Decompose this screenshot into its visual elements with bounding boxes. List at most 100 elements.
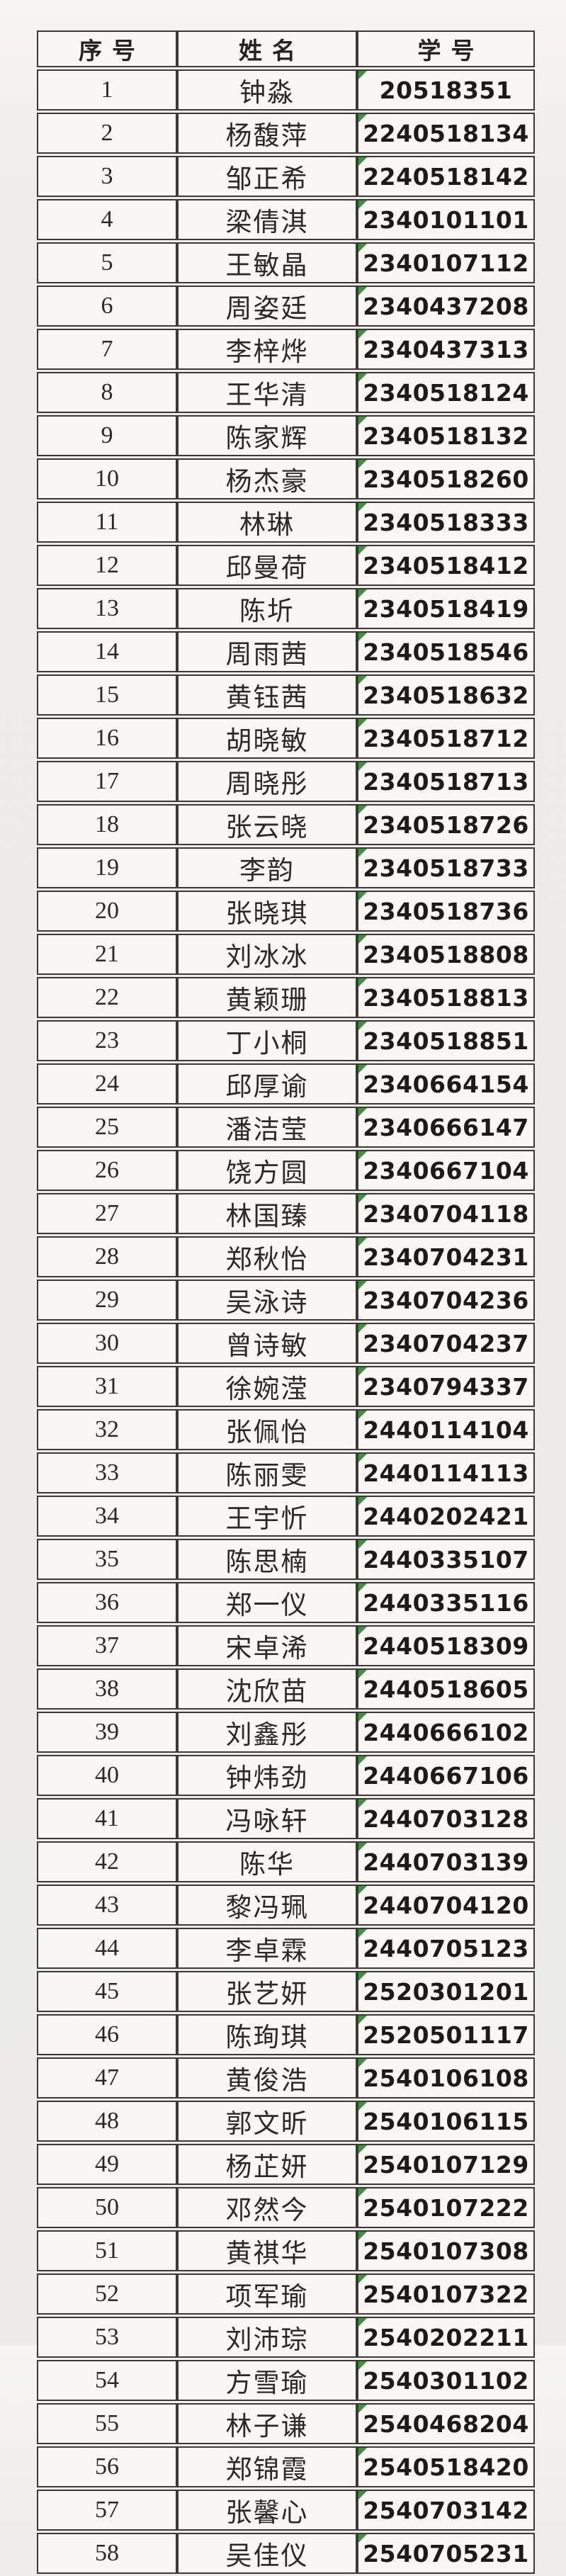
number-stored-as-text-indicator-icon xyxy=(358,1497,367,1506)
cell-name: 周姿廷 xyxy=(177,286,357,327)
table-row: 34 王宇忻 2440202421 xyxy=(37,1496,535,1537)
cell-student-id: 2440666102 xyxy=(357,1712,535,1753)
cell-index: 9 xyxy=(37,415,177,456)
cell-index: 37 xyxy=(37,1625,177,1666)
student-id-value: 2520501117 xyxy=(363,2021,529,2049)
cell-student-id: 2540468204 xyxy=(357,2403,535,2444)
cell-student-id: 2440667106 xyxy=(357,1755,535,1796)
table-row: 10 杨杰豪 2340518260 xyxy=(37,458,535,499)
number-stored-as-text-indicator-icon xyxy=(358,2102,367,2111)
column-header-student-id: 学号 xyxy=(357,30,535,67)
cell-name: 刘沛琮 xyxy=(177,2317,357,2358)
cell-name: 郭文昕 xyxy=(177,2101,357,2142)
number-stored-as-text-indicator-icon xyxy=(358,1929,367,1938)
cell-name: 郑锦霞 xyxy=(177,2446,357,2487)
cell-student-id: 2540107222 xyxy=(357,2187,535,2228)
cell-index: 8 xyxy=(37,372,177,413)
student-id-value: 2540107322 xyxy=(363,2280,529,2308)
student-id-value: 20518351 xyxy=(379,76,513,104)
cell-index: 30 xyxy=(37,1323,177,1364)
cell-student-id: 2340794337 xyxy=(357,1366,535,1407)
student-id-value: 2340518419 xyxy=(363,594,529,623)
cell-name: 沈欣苗 xyxy=(177,1668,357,1710)
cell-name: 黄颖珊 xyxy=(177,977,357,1018)
cell-index: 25 xyxy=(37,1107,177,1148)
number-stored-as-text-indicator-icon xyxy=(358,1756,367,1765)
cell-name: 陈思楠 xyxy=(177,1539,357,1580)
cell-student-id: 2440518309 xyxy=(357,1625,535,1666)
cell-student-id: 2340518713 xyxy=(357,761,535,802)
cell-student-id: 2340704231 xyxy=(357,1236,535,1277)
number-stored-as-text-indicator-icon xyxy=(358,71,367,79)
cell-index: 47 xyxy=(37,2057,177,2098)
student-id-value: 2340518726 xyxy=(363,810,529,839)
cell-index: 4 xyxy=(37,199,177,240)
student-id-value: 2340518712 xyxy=(363,724,529,752)
number-stored-as-text-indicator-icon xyxy=(358,287,367,295)
cell-name: 吴佳仪 xyxy=(177,2533,357,2574)
column-header-name: 姓名 xyxy=(177,30,357,67)
number-stored-as-text-indicator-icon xyxy=(358,1324,367,1333)
number-stored-as-text-indicator-icon xyxy=(358,244,367,252)
table-row: 45 张艺妍 2520301201 xyxy=(37,1971,535,2012)
table-row: 46 陈珣琪 2520501117 xyxy=(37,2014,535,2055)
table-row: 37 宋卓浠 2440518309 xyxy=(37,1625,535,1666)
table-row: 7 李梓烨 2340437313 xyxy=(37,329,535,370)
student-id-value: 2340518808 xyxy=(363,940,529,968)
cell-student-id: 20518351 xyxy=(357,69,535,111)
number-stored-as-text-indicator-icon xyxy=(358,546,367,555)
number-stored-as-text-indicator-icon xyxy=(358,849,367,857)
number-stored-as-text-indicator-icon xyxy=(358,806,367,814)
cell-index: 35 xyxy=(37,1539,177,1580)
table-row: 14 周雨茜 2340518546 xyxy=(37,631,535,672)
cell-student-id: 2340518333 xyxy=(357,502,535,543)
student-id-value: 2340101101 xyxy=(363,205,529,234)
student-id-value: 2540107129 xyxy=(363,2150,529,2179)
cell-name: 张佩怡 xyxy=(177,1409,357,1450)
cell-name: 陈华 xyxy=(177,1841,357,1882)
cell-student-id: 2440703128 xyxy=(357,1798,535,1839)
cell-name: 黄钰茜 xyxy=(177,674,357,716)
student-id-value: 2340437313 xyxy=(363,335,529,363)
student-id-value: 2340667104 xyxy=(363,1156,529,1185)
cell-student-id: 2440335107 xyxy=(357,1539,535,1580)
student-id-value: 2340794337 xyxy=(363,1372,529,1401)
cell-name: 张晓琪 xyxy=(177,891,357,932)
number-stored-as-text-indicator-icon xyxy=(358,1843,367,1851)
cell-student-id: 2340518412 xyxy=(357,545,535,586)
cell-name: 陈圻 xyxy=(177,588,357,629)
student-id-value: 2540468204 xyxy=(363,2410,529,2438)
cell-name: 徐婉滢 xyxy=(177,1366,357,1407)
cell-student-id: 2440202421 xyxy=(357,1496,535,1537)
table-row: 4 梁倩淇 2340101101 xyxy=(37,199,535,240)
cell-index: 44 xyxy=(37,1928,177,1969)
cell-name: 饶方圆 xyxy=(177,1150,357,1191)
cell-student-id: 2540106115 xyxy=(357,2101,535,2142)
cell-student-id: 2540202211 xyxy=(357,2317,535,2358)
cell-name: 陈丽雯 xyxy=(177,1452,357,1493)
cell-name: 李卓霖 xyxy=(177,1928,357,1969)
cell-student-id: 2440705123 xyxy=(357,1928,535,1969)
cell-index: 38 xyxy=(37,1668,177,1710)
cell-name: 钟炜劲 xyxy=(177,1755,357,1796)
cell-student-id: 2340666147 xyxy=(357,1107,535,1148)
table-row: 54 方雪瑜 2540301102 xyxy=(37,2360,535,2401)
student-id-value: 2340518813 xyxy=(363,983,529,1012)
student-id-value: 2540106115 xyxy=(363,2107,529,2135)
student-id-value: 2440335116 xyxy=(363,1588,529,1617)
table-row: 12 邱曼荷 2340518412 xyxy=(37,545,535,586)
student-id-value: 2340518124 xyxy=(363,378,529,407)
cell-name: 杨杰豪 xyxy=(177,458,357,499)
table-row: 38 沈欣苗 2440518605 xyxy=(37,1668,535,1710)
number-stored-as-text-indicator-icon xyxy=(358,2016,367,2024)
table-row: 29 吴泳诗 2340704236 xyxy=(37,1279,535,1321)
student-id-value: 2440518605 xyxy=(363,1675,529,1703)
cell-name: 黄祺华 xyxy=(177,2230,357,2271)
table-row: 47 黄俊浩 2540106108 xyxy=(37,2057,535,2098)
number-stored-as-text-indicator-icon xyxy=(358,1583,367,1592)
number-stored-as-text-indicator-icon xyxy=(358,417,367,425)
cell-student-id: 2340518851 xyxy=(357,1020,535,1061)
cell-index: 29 xyxy=(37,1279,177,1321)
number-stored-as-text-indicator-icon xyxy=(358,1454,367,1462)
